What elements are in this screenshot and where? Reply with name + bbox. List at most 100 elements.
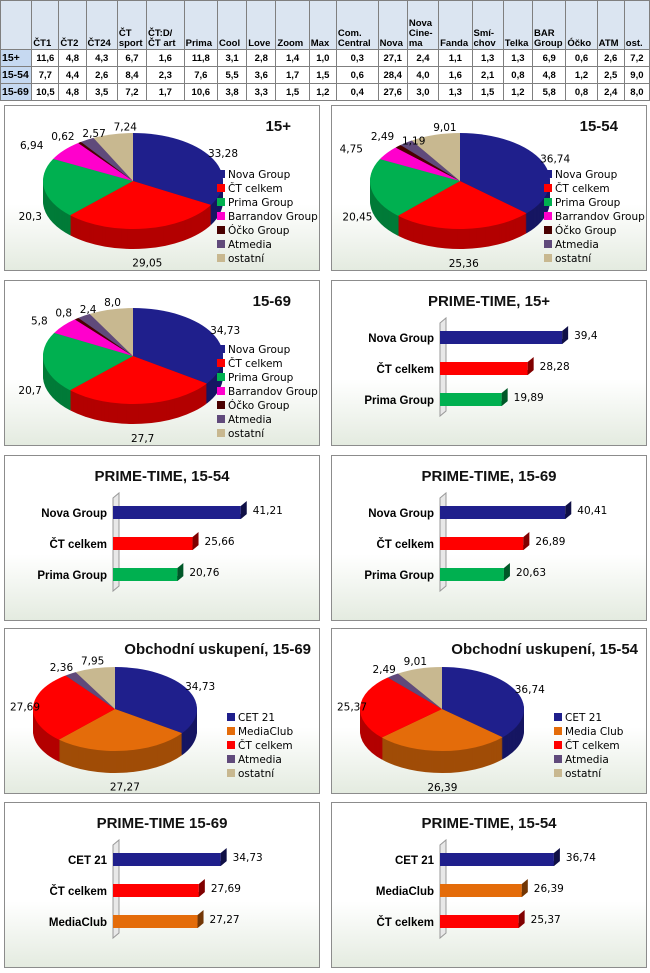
legend-swatch [217,170,225,178]
table-cell: 28,4 [377,66,408,84]
bar-side [523,532,530,550]
legend-label: ostatní [565,768,602,780]
legend-swatch [554,755,562,763]
legend-label: Prima Group [555,197,621,209]
legend-item: Nova Group [217,168,318,182]
legend-label: Nova Group [228,344,291,356]
column-header: BAR Group [531,0,567,50]
legend-label: Nova Group [555,169,618,181]
table-cell: 0,6 [335,66,379,84]
table-row: 15+ 11,6 4,8 4,3 6,7 1,6 11,8 3,1 2,8 1,4 1,0 0,3 27… [0,49,650,67]
legend-item: ČT celkem [217,357,318,371]
category-label: ČT celkem [376,916,434,929]
pie-slice [53,142,133,181]
data-label: 7,95 [81,656,104,668]
bar [113,884,199,897]
legend-label: Barrandov Group [228,386,318,398]
column-header: Com. Central [335,0,379,50]
data-label: 25,66 [205,536,235,548]
legend-item: Barrandov Group [217,210,318,224]
legend-label: Atmedia [555,239,599,251]
data-label: 0,8 [55,307,72,319]
data-label: 2,49 [372,664,395,676]
pie-slice [75,667,115,709]
legend-label: Media Club [565,726,624,738]
data-label: 2,49 [371,131,394,143]
bar-side [518,910,525,928]
chart-title: Obchodní uskupení, 15-54 [451,641,638,658]
data-label: 20,63 [516,567,546,579]
chart-title: 15-69 [252,293,291,310]
legend-item: Prima Group [217,371,318,385]
category-label: Prima Group [364,570,434,582]
data-label: 1,19 [402,135,425,147]
legend-item: Atmedia [227,753,293,767]
legend-item: Prima Group [544,196,645,210]
table-cell: 1,5 [308,66,337,84]
legend-swatch [227,727,235,735]
legend-label: ČT celkem [555,183,610,195]
legend-swatch [554,769,562,777]
pie-slice [442,667,524,738]
legend-swatch [217,387,225,395]
category-label: ČT celkem [376,538,434,551]
legend: Nova Group ČT celkem Prima Group Barrandov … [544,168,645,266]
legend-swatch [217,212,225,220]
legend-swatch [544,184,552,192]
category-label: ČT celkem [49,885,107,898]
table-cell: 4,3 [85,49,118,67]
table-cell: 2,1 [471,66,504,84]
pie-slice [78,313,133,356]
table-cell: 11,8 [183,49,218,67]
column-header: Telka [502,0,534,50]
legend-label: Prima Group [228,197,294,209]
pie-slice [93,133,133,181]
row-header: 15+ [0,49,33,67]
table-cell: 3,3 [246,83,277,101]
column-header: ČT:D/ČT art [146,0,185,50]
pie-slice [54,319,133,356]
bar-side [562,326,569,344]
data-label: 34,73 [210,325,240,337]
column-header: ČT24 [85,0,118,50]
bar-side [197,910,204,928]
table-cell: 1,5 [275,83,310,101]
legend-item: ČT celkem [227,739,293,753]
table-cell: 1,0 [308,49,337,67]
chart-panel: Obchodní uskupení, 15-69 34,73 27,27 27,69 2… [4,628,320,794]
table-cell: 4,0 [406,66,440,84]
legend: Nova Group ČT celkem Prima Group Barrandov … [217,168,318,266]
table-cell: 10,5 [31,83,60,101]
pie-slice [360,677,442,738]
column-header: ČT1 [31,0,60,50]
row-header: 15-54 [0,66,33,84]
data-label: 2,4 [80,304,97,316]
column-header: ATM [596,0,625,50]
legend-swatch [554,713,562,721]
table-cell: 2,8 [246,49,277,67]
category-label: Nova Group [41,508,107,520]
legend-label: Atmedia [565,754,609,766]
table-cell: 1,5 [471,83,504,101]
legend-swatch [217,345,225,353]
table-cell: 2,6 [85,66,118,84]
legend-label: MediaClub [238,726,294,738]
category-label: ČT celkem [49,538,107,551]
bar-side [565,501,572,519]
legend-swatch [544,240,552,248]
table-cell: 11,6 [31,49,60,67]
legend-item: CET 21 [554,711,623,725]
legend-swatch [544,170,552,178]
legend-label: CET 21 [565,712,603,724]
legend-label: ostatní [228,253,265,265]
data-label: 5,8 [31,316,48,328]
table-cell: 2,4 [596,83,625,101]
column-header [0,0,33,50]
table-cell: 3,6 [246,66,277,84]
data-label: 26,39 [427,782,457,794]
legend: Nova Group ČT celkem Prima Group Barrandov … [217,343,318,441]
bar [113,506,241,519]
data-label: 27,27 [110,782,140,794]
bar-side [501,388,508,406]
chart-title: 15-54 [579,118,618,135]
